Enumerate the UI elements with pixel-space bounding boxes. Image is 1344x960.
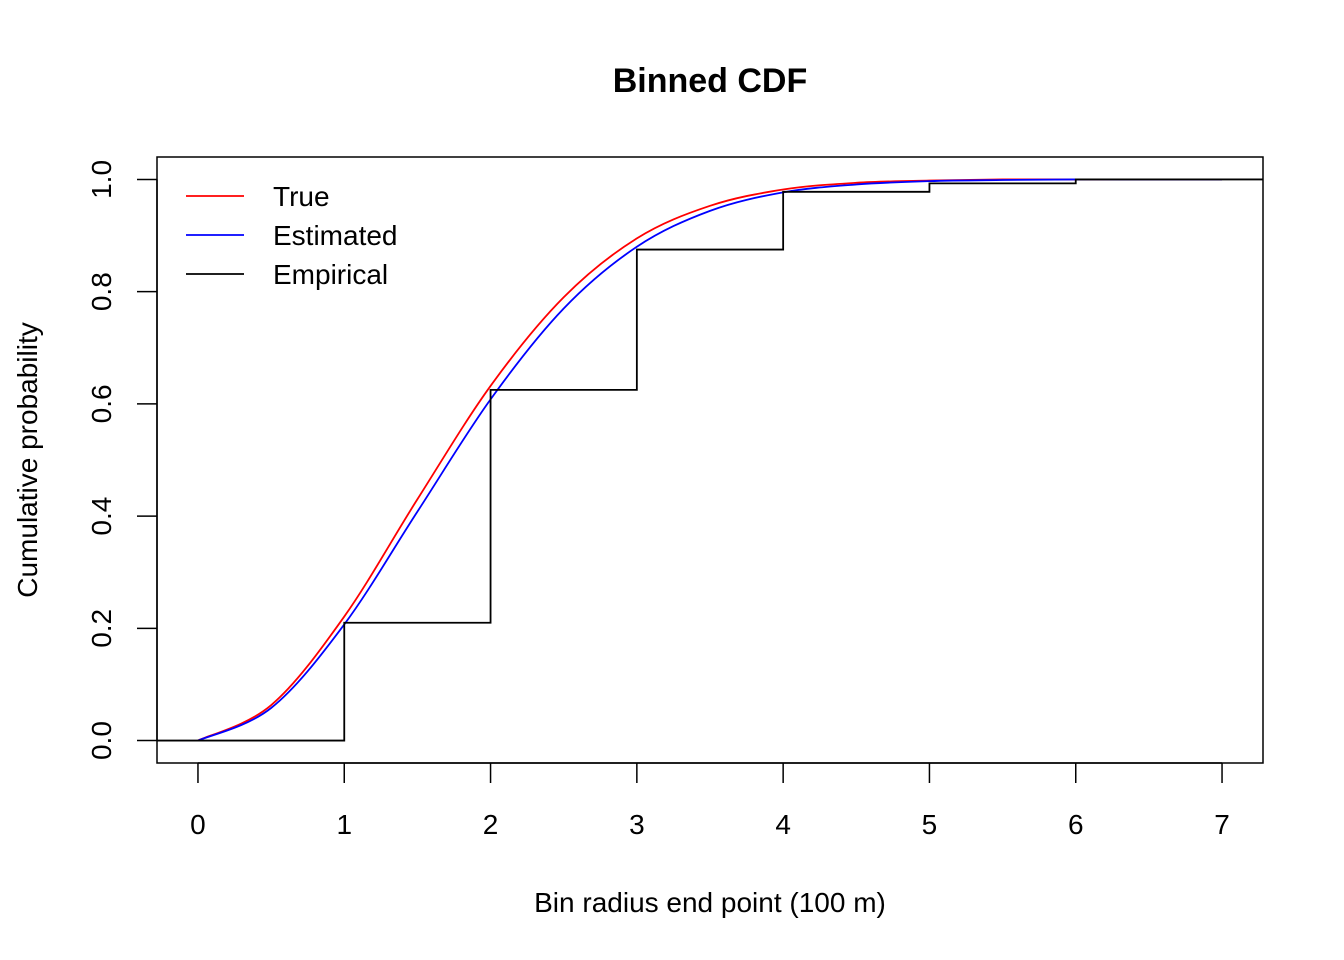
- y-axis: 0.0 0.2 0.4 0.6 0.8 1.0: [86, 160, 158, 760]
- x-tick-label: 3: [629, 809, 645, 840]
- y-axis-label: Cumulative probability: [12, 322, 43, 597]
- y-tick-label: 1.0: [86, 160, 117, 199]
- series-line-estimated: [197, 178, 1223, 742]
- legend-label-true: True: [273, 181, 330, 212]
- x-tick-label: 7: [1214, 809, 1230, 840]
- x-tick-label: 6: [1068, 809, 1084, 840]
- x-tick-label: 2: [483, 809, 499, 840]
- x-tick-label: 5: [922, 809, 938, 840]
- legend-label-estimated: Estimated: [273, 220, 398, 251]
- x-tick-label: 4: [775, 809, 791, 840]
- x-tick-label: 0: [190, 809, 206, 840]
- legend-label-empirical: Empirical: [273, 259, 388, 290]
- y-tick-label: 0.2: [86, 609, 117, 648]
- series-layer: [157, 178, 1263, 742]
- series-line-empirical: [157, 178, 1263, 742]
- y-tick-label: 0.4: [86, 497, 117, 536]
- x-axis: 0 1 2 3 4 5 6 7: [190, 762, 1230, 840]
- x-axis-label: Bin radius end point (100 m): [534, 887, 886, 918]
- y-tick-label: 0.8: [86, 272, 117, 311]
- legend: True Estimated Empirical: [186, 181, 398, 290]
- x-tick-label: 1: [336, 809, 352, 840]
- y-tick-label: 0.6: [86, 384, 117, 423]
- chart-title: Binned CDF: [613, 62, 808, 100]
- y-tick-label: 0.0: [86, 721, 117, 760]
